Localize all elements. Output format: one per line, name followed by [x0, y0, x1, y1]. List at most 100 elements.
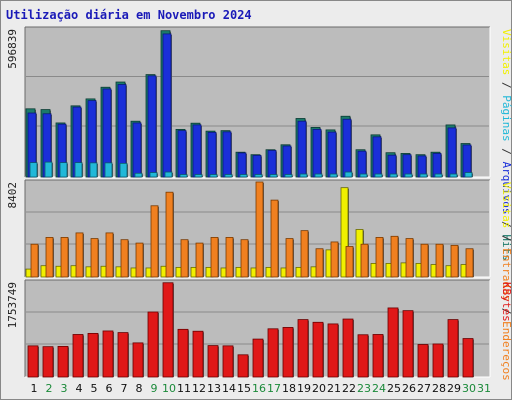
x-tick-label: 29 — [447, 382, 461, 395]
entries-bar-fill — [45, 237, 54, 278]
files-bar — [372, 136, 382, 178]
entries-bar-fill — [375, 237, 384, 278]
files-bar — [447, 127, 457, 178]
visits-panel-legend-item: Visitas — [500, 182, 512, 228]
files-bar — [132, 122, 142, 178]
files-bar — [177, 130, 187, 178]
entries-bar — [135, 242, 144, 278]
entries-bar — [285, 238, 294, 278]
files-bar-fill — [282, 145, 292, 178]
x-tick-label: 21 — [327, 382, 341, 395]
kbytes-bar-fill — [132, 342, 144, 378]
kbytes-bar — [357, 334, 369, 378]
files-bar — [252, 155, 262, 178]
files-bar-fill — [222, 131, 232, 178]
entries-bar — [60, 237, 69, 278]
files-bar — [282, 145, 292, 178]
pages-bar-fill — [329, 173, 338, 178]
pages-bar-fill — [209, 174, 218, 178]
entries-bar-fill — [420, 243, 429, 278]
pages-bar-fill — [134, 172, 143, 178]
pages-bar — [224, 174, 233, 178]
pages-bar — [44, 161, 53, 178]
pages-bar — [29, 162, 38, 178]
hits-panel-legend-item: Visitas — [500, 29, 512, 75]
entries-bar-fill — [435, 243, 444, 278]
files-bar — [357, 150, 367, 178]
pages-bar-fill — [254, 174, 263, 178]
kbytes-bar — [222, 345, 234, 378]
kbytes-bar — [252, 338, 264, 378]
files-bar-fill — [147, 75, 157, 178]
kbytes-bar — [432, 343, 444, 378]
entries-bar — [315, 248, 324, 278]
pages-bar-fill — [104, 162, 113, 178]
entries-bar — [30, 243, 39, 278]
kbytes-bar-fill — [387, 307, 399, 378]
entries-bar — [345, 246, 354, 278]
x-tick-label: 19 — [297, 382, 311, 395]
x-tick-label: 15 — [237, 382, 251, 395]
entries-bar — [90, 238, 99, 278]
visits-bar-fill — [340, 187, 349, 278]
kbytes-bar-fill — [57, 345, 69, 378]
kbytes-bar-fill — [327, 323, 339, 378]
pages-bar-fill — [179, 174, 188, 178]
kbytes-bar-fill — [162, 282, 174, 378]
entries-bar — [180, 239, 189, 278]
x-tick-label: 7 — [121, 382, 128, 395]
pages-bar-fill — [194, 174, 203, 178]
pages-bar-fill — [119, 162, 128, 178]
files-bar — [237, 152, 247, 178]
pages-bar — [419, 173, 428, 178]
pages-bar-fill — [239, 174, 248, 178]
entries-bar — [255, 181, 264, 278]
pages-bar — [119, 162, 128, 178]
files-bar — [342, 118, 352, 178]
kbytes-bar-fill — [462, 338, 474, 378]
x-tick-label: 26 — [402, 382, 416, 395]
kbytes-bar-fill — [87, 332, 99, 378]
x-tick-label: 9 — [151, 382, 158, 395]
kbytes-bar — [117, 332, 129, 378]
visits-panel-legend-separator: / — [500, 301, 512, 321]
files-bar-fill — [432, 153, 442, 178]
kbytes-bar-fill — [177, 328, 189, 378]
entries-bar-fill — [75, 232, 84, 278]
files-bar-fill — [267, 150, 277, 178]
x-tick-label: 28 — [432, 382, 446, 395]
kbytes-bar-fill — [147, 311, 159, 378]
x-tick-label: 8 — [136, 382, 143, 395]
entries-bar — [195, 242, 204, 278]
kbytes-bar — [387, 307, 399, 378]
files-bar — [267, 150, 277, 178]
pages-bar-fill — [434, 173, 443, 178]
kbytes-bar — [27, 345, 39, 378]
entries-bar-fill — [345, 246, 354, 278]
kbytes-bar — [132, 342, 144, 378]
pages-bar-fill — [269, 174, 278, 178]
pages-bar — [299, 173, 308, 178]
kbytes-bar-fill — [27, 345, 39, 378]
pages-bar — [59, 162, 68, 178]
pages-bar-fill — [89, 162, 98, 178]
kbytes-bar — [327, 323, 339, 378]
entries-bar-fill — [360, 243, 369, 278]
entries-bar-fill — [390, 235, 399, 278]
x-tick-label: 6 — [106, 382, 113, 395]
x-tick-label: 22 — [342, 382, 356, 395]
entries-bar-fill — [465, 248, 474, 278]
pages-bar — [164, 171, 173, 178]
pages-bar — [344, 171, 353, 178]
pages-bar-fill — [359, 173, 368, 178]
hits-panel-legend-separator: / — [500, 142, 512, 162]
x-tick-label: 11 — [177, 382, 191, 395]
kbytes-bar-fill — [417, 344, 429, 378]
entries-bar — [150, 205, 159, 278]
x-tick-label: 10 — [162, 382, 176, 395]
files-bar-fill — [177, 130, 187, 178]
pages-bar-fill — [344, 171, 353, 178]
entries-bar-fill — [405, 238, 414, 278]
visits-bar — [340, 187, 349, 278]
